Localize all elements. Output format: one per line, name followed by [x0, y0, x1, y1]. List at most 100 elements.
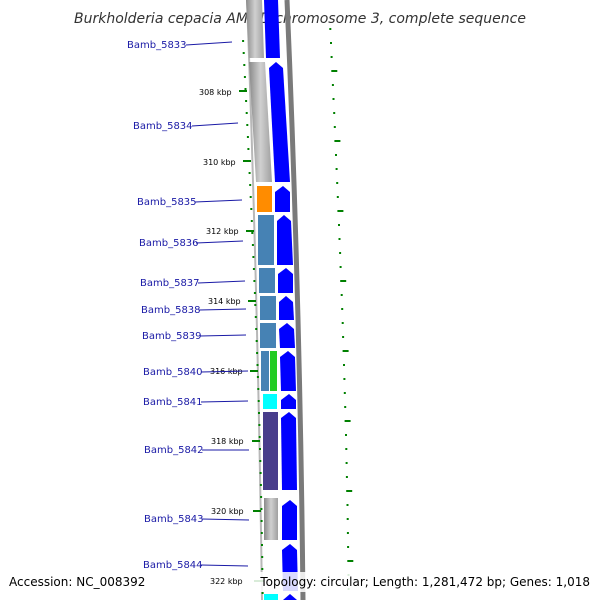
tick-label: 314 kbp — [208, 297, 241, 306]
gc-dot — [259, 460, 262, 462]
gc-dot — [254, 316, 257, 318]
gc-dot — [246, 124, 249, 126]
gray-track — [246, 0, 278, 540]
gc-dot — [261, 592, 264, 594]
gc-dot — [345, 476, 348, 478]
gene-leader-line — [198, 308, 247, 311]
gene-leader-line — [200, 400, 249, 403]
footer-background — [252, 572, 592, 592]
gene-label: Bamb_5842 — [144, 445, 204, 456]
gc-dot — [339, 266, 342, 268]
gc-dot — [259, 484, 262, 486]
tick-label: 310 kbp — [203, 158, 236, 167]
gc-dot — [243, 76, 246, 78]
gene-leader-line — [200, 370, 249, 373]
gene-leader-line — [197, 280, 246, 284]
gc-dot — [253, 292, 256, 294]
gc-dot — [261, 544, 263, 546]
gc-dot — [257, 388, 260, 390]
gene-label: Bamb_5843 — [144, 514, 204, 525]
gene-leader-line — [201, 518, 250, 521]
tick-label: 322 kbp — [210, 577, 243, 586]
gc-dot — [330, 56, 333, 58]
gene-label: Bamb_5839 — [142, 331, 202, 342]
gc-dot — [346, 490, 353, 492]
gene-leader-line — [194, 199, 243, 203]
cds-arrow — [278, 268, 293, 293]
gc-dot — [335, 168, 338, 170]
gc-dot — [345, 462, 348, 464]
gene-block-steelblue — [261, 351, 269, 391]
gc-dot — [252, 256, 255, 258]
cds-arrow — [264, 0, 280, 58]
gene-label: Bamb_5838 — [141, 305, 201, 316]
gc-dot — [329, 28, 332, 30]
gc-dot — [245, 100, 248, 102]
gene-block-orange — [257, 186, 272, 212]
tick-label: 308 kbp — [199, 88, 232, 97]
gc-dot — [338, 224, 340, 226]
gc-dot — [334, 140, 341, 142]
gc-skew-dots — [242, 28, 354, 594]
gc-dot — [343, 392, 346, 394]
gc-dot — [344, 406, 347, 408]
gc-dot — [339, 252, 342, 254]
gc-dot — [243, 64, 246, 66]
gene-label: Bamb_5844 — [143, 560, 203, 571]
gc-dot — [331, 84, 334, 86]
gc-dot — [250, 220, 253, 222]
gc-dot — [248, 172, 251, 174]
gc-dot — [337, 210, 344, 212]
gc-dot — [260, 508, 263, 510]
gc-dot — [332, 98, 335, 100]
cds-arrow — [277, 215, 293, 265]
gc-dot — [346, 532, 349, 534]
gc-dot — [346, 518, 349, 520]
backbone-inner — [246, 0, 263, 600]
gc-dot — [256, 352, 259, 354]
gray-segment — [264, 498, 278, 540]
gc-dot — [343, 378, 346, 380]
gc-dot — [260, 496, 263, 498]
cds-arrow — [279, 296, 294, 320]
gene-leader-line — [199, 334, 247, 337]
cds-arrow — [281, 412, 297, 490]
gc-dot — [342, 350, 349, 352]
gc-dot — [333, 126, 336, 128]
gene-block-cyan — [263, 394, 277, 409]
gc-dot — [249, 196, 252, 198]
cds-arrow — [282, 500, 297, 540]
gc-dot — [331, 70, 338, 72]
gc-dot — [242, 40, 245, 42]
gc-dot — [330, 42, 332, 44]
accession-text: Accession: NC_008392 — [9, 575, 145, 589]
gc-dot — [347, 546, 350, 548]
gc-dot — [250, 208, 253, 210]
gene-block-steelblue — [258, 215, 274, 265]
gray-segment — [246, 0, 264, 58]
gc-dot — [338, 238, 341, 240]
gene-block-green — [270, 351, 277, 391]
tick-label: 318 kbp — [211, 437, 244, 446]
gene-label: Bamb_5836 — [139, 238, 199, 249]
gc-dot — [253, 280, 256, 282]
gc-dot — [247, 148, 250, 150]
gene-leader-line — [191, 122, 239, 127]
gc-dot — [259, 472, 262, 474]
gc-dot — [335, 154, 337, 156]
gc-dot — [255, 328, 258, 330]
gc-dot — [252, 268, 255, 270]
gene-leader-line — [200, 564, 249, 567]
gc-dot — [347, 560, 354, 562]
gc-dot — [344, 420, 351, 422]
gc-dot — [251, 244, 254, 246]
tick-label: 320 kbp — [211, 507, 244, 516]
gc-dot — [260, 520, 263, 522]
gc-dot — [336, 196, 339, 198]
gc-dot — [257, 400, 260, 402]
gc-dot — [336, 182, 339, 184]
map-title: Burkholderia cepacia AMMD chromosome 3, … — [74, 11, 526, 27]
gene-block-steelblue — [260, 296, 276, 320]
gene-block-darkslateblue — [263, 412, 278, 490]
